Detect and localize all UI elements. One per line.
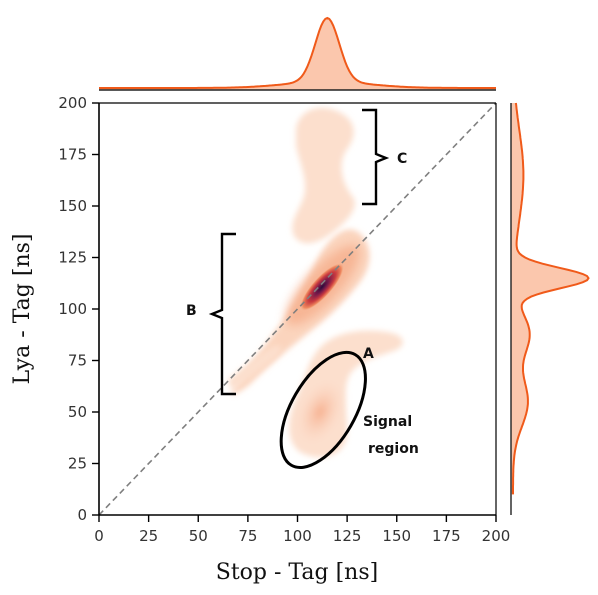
x-tick-label: 200 — [482, 527, 511, 545]
x-axis-ticks: 0 25 50 75 100 125 150 175 200 — [94, 515, 510, 545]
annotation-signal-line-1: Signal — [363, 414, 412, 430]
bracket-b — [208, 232, 236, 396]
y-tick-label: 125 — [58, 249, 87, 267]
y-axis-title: Lya - Tag [ns] — [10, 234, 35, 385]
x-axis-title: Stop - Tag [ns] — [216, 560, 378, 585]
density-core — [299, 262, 345, 312]
y-tick-label: 0 — [77, 506, 87, 524]
annotation-b: B — [186, 303, 197, 319]
density-region-b-tail — [228, 345, 282, 390]
marginal-y-line — [512, 102, 590, 495]
marginal-x — [99, 16, 496, 90]
marginal-y — [511, 102, 590, 495]
diagonal-reference-line — [98, 102, 497, 516]
bracket-c — [362, 108, 390, 206]
density-map — [228, 107, 403, 458]
density-region-c — [292, 107, 355, 244]
x-tick-label: 25 — [139, 527, 158, 545]
x-tick-label: 100 — [283, 527, 312, 545]
annotation-a: A — [363, 346, 374, 362]
x-tick-label: 0 — [94, 527, 104, 545]
y-tick-label: 100 — [58, 300, 87, 318]
density-signal-cluster — [294, 378, 346, 446]
x-tick-label: 75 — [238, 527, 257, 545]
y-tick-label: 175 — [58, 146, 87, 164]
x-tick-label: 150 — [382, 527, 411, 545]
x-tick-label: 175 — [432, 527, 461, 545]
annotation-signal-line-2: region — [368, 441, 419, 457]
marginal-x-line — [99, 16, 496, 89]
y-tick-label: 200 — [58, 94, 87, 112]
y-tick-label: 75 — [68, 352, 87, 370]
y-tick-label: 150 — [58, 197, 87, 215]
x-tick-label: 50 — [189, 527, 208, 545]
x-tick-label: 125 — [333, 527, 362, 545]
y-tick-label: 50 — [68, 403, 87, 421]
y-tick-label: 25 — [68, 455, 87, 473]
annotation-c: C — [397, 151, 407, 167]
signal-region-ellipse — [279, 350, 367, 469]
y-axis-ticks: 0 25 50 75 100 125 150 175 200 — [58, 94, 99, 524]
